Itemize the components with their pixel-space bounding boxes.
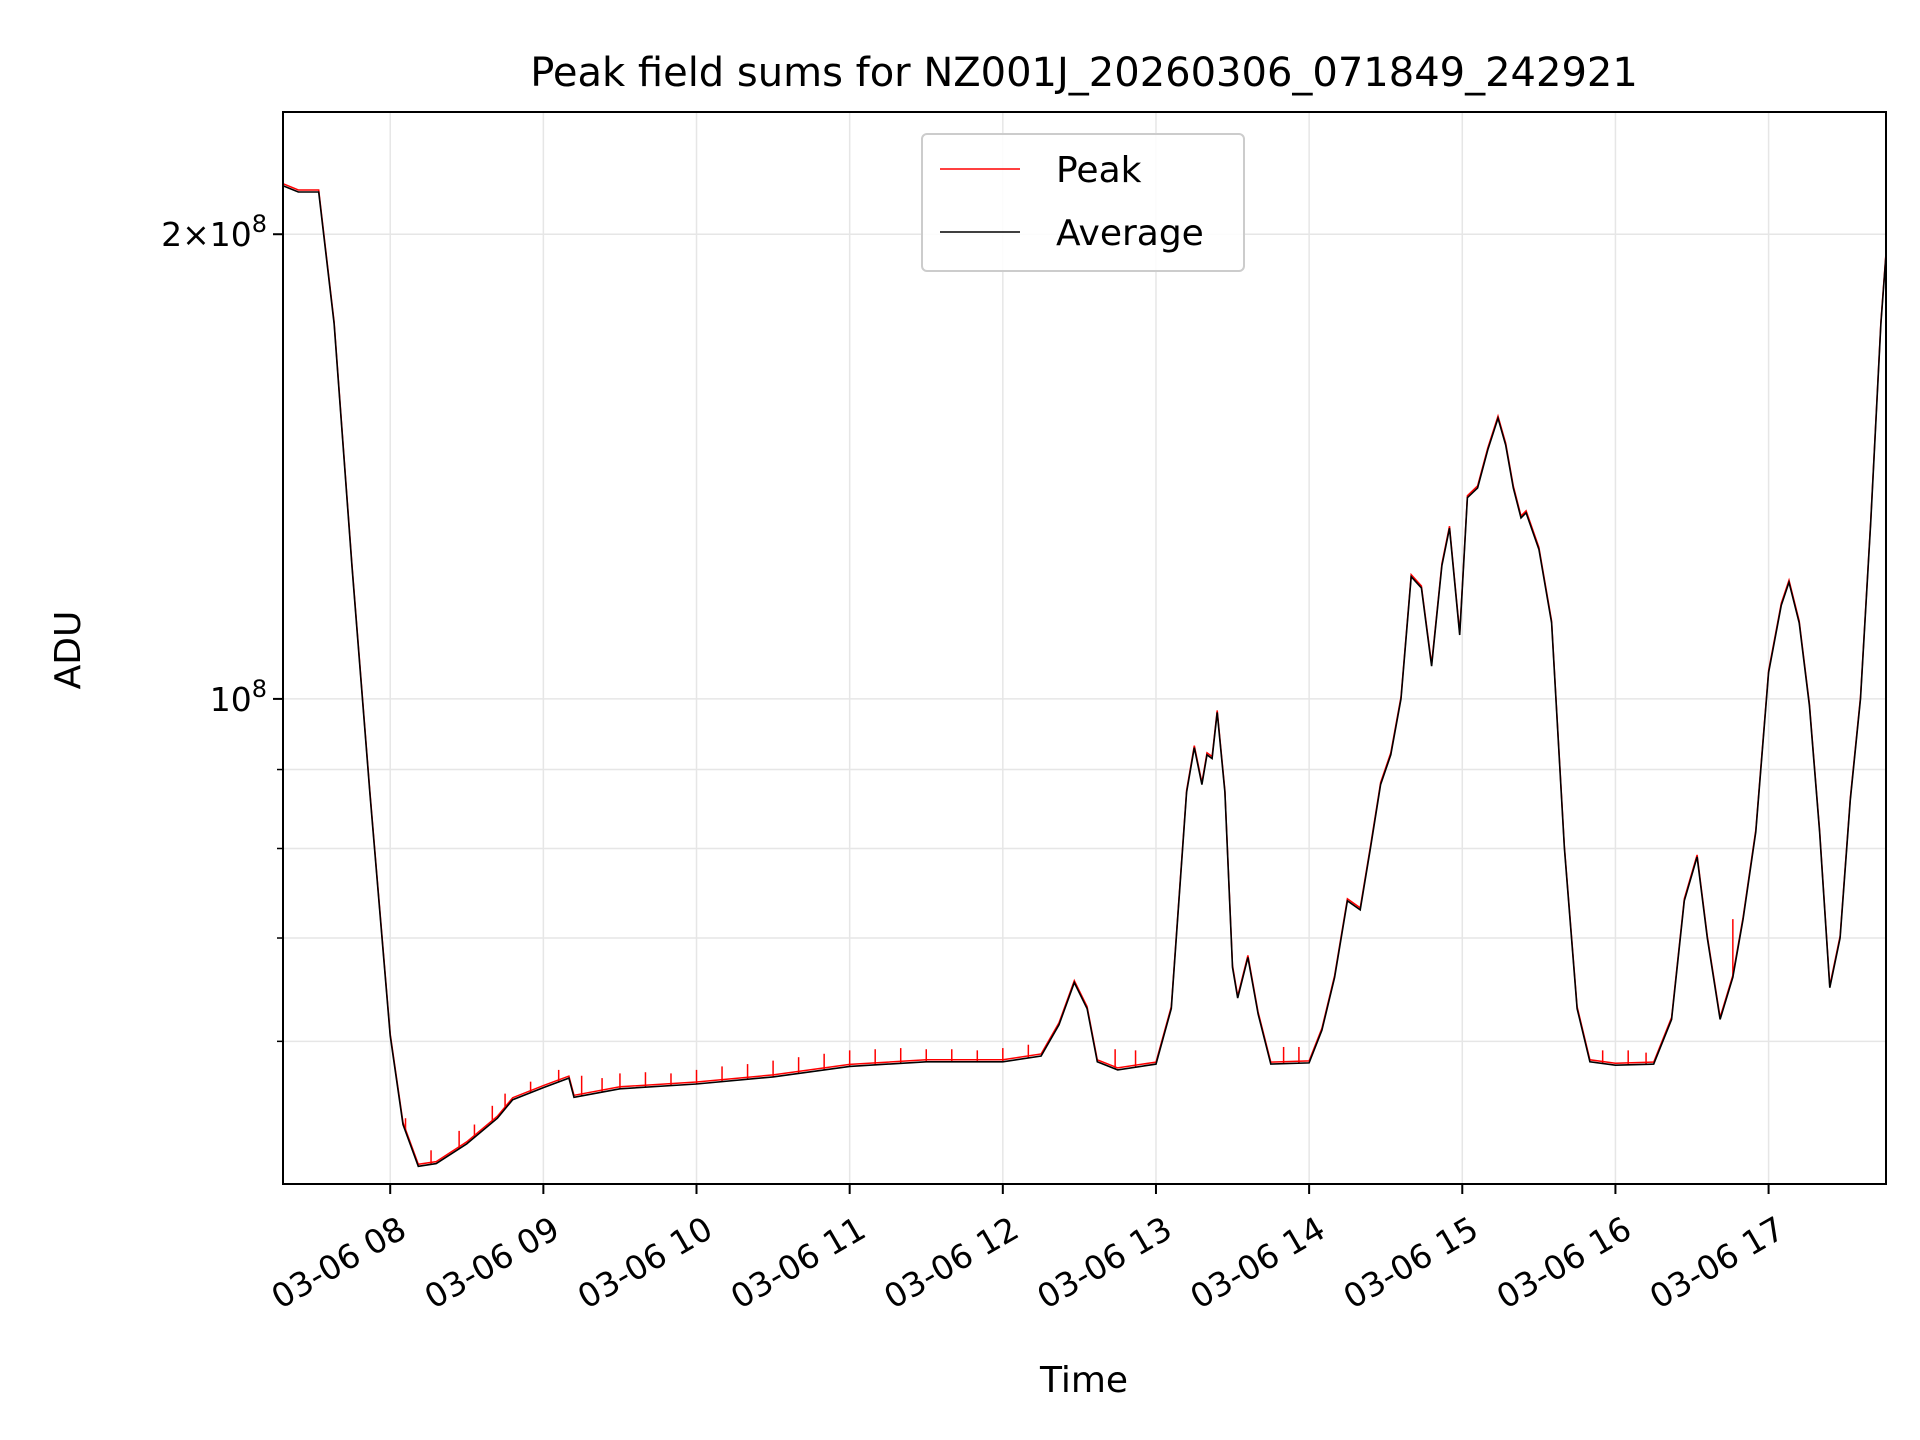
x-tick-label: 03-06 12 (877, 1209, 1025, 1317)
plot-lines (283, 183, 1886, 1168)
chart-title: Peak field sums for NZ001J_20260306_0718… (530, 50, 1638, 96)
legend-label-average: Average (1056, 213, 1204, 254)
x-tick-label: 03-06 10 (571, 1209, 719, 1317)
x-tick-label: 03-06 13 (1030, 1209, 1178, 1317)
x-tick-label: 03-06 08 (265, 1209, 413, 1317)
y-ticks: 108 2×108 (161, 210, 283, 1043)
legend: Peak Average (921, 133, 1245, 272)
legend-label-peak: Peak (1056, 150, 1142, 191)
x-tick-label: 03-06 17 (1643, 1209, 1791, 1317)
x-tick-label: 03-06 16 (1490, 1209, 1638, 1317)
x-axis-label: Time (1039, 1360, 1128, 1401)
x-tick-label: 03-06 09 (418, 1209, 566, 1317)
x-tick-label: 03-06 14 (1184, 1209, 1332, 1317)
x-tick-label: 03-06 15 (1337, 1209, 1485, 1317)
y-axis-label: ADU (48, 611, 89, 690)
y-tick-label: 2×108 (161, 210, 267, 254)
grid (283, 112, 1886, 1184)
series-line-peak (283, 183, 1886, 1166)
x-tick-label: 03-06 11 (724, 1209, 872, 1317)
plot-frame (282, 111, 1887, 1185)
y-tick-label: 108 (210, 675, 267, 719)
series-line-average (283, 184, 1886, 1168)
x-ticks: 03-06 08 03-06 09 03-06 10 03-06 11 03-06 12… (265, 1184, 1791, 1317)
